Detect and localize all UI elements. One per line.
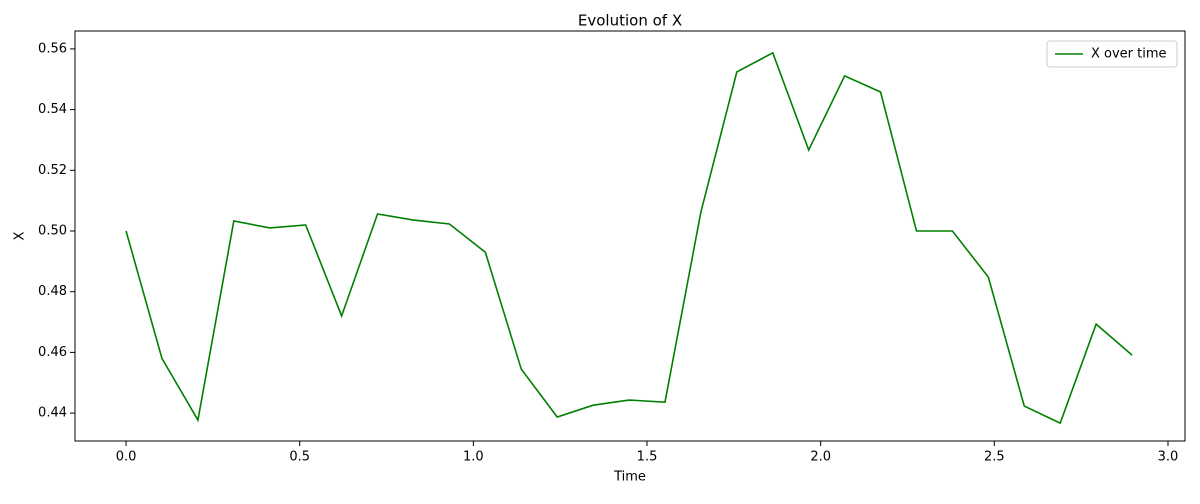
plot-frame (74, 30, 1186, 442)
y-tick-label: 0.54 (38, 102, 67, 117)
x-tick-label: 0.0 (116, 450, 137, 465)
x-tick-label: 1.0 (463, 450, 484, 465)
data-line (125, 51, 1133, 425)
x-tick-label: 2.5 (984, 450, 1005, 465)
y-tick-label: 0.46 (38, 345, 67, 360)
y-axis-label: X (13, 231, 28, 240)
x-axis-label: Time (613, 470, 646, 485)
legend-label: X over time (1091, 47, 1167, 62)
x-tick-label: 0.5 (289, 450, 310, 465)
x-tick-label: 3.0 (1158, 450, 1179, 465)
y-tick-label: 0.44 (38, 406, 67, 421)
x-tick-label: 1.5 (637, 450, 658, 465)
y-tick-label: 0.52 (38, 163, 67, 178)
x-tick-label: 2.0 (810, 450, 831, 465)
legend-box (1046, 40, 1178, 68)
y-tick-label: 0.56 (38, 41, 67, 56)
y-tick-label: 0.50 (38, 223, 67, 238)
y-tick-label: 0.48 (38, 284, 67, 299)
chart-title: Evolution of X (578, 12, 682, 30)
